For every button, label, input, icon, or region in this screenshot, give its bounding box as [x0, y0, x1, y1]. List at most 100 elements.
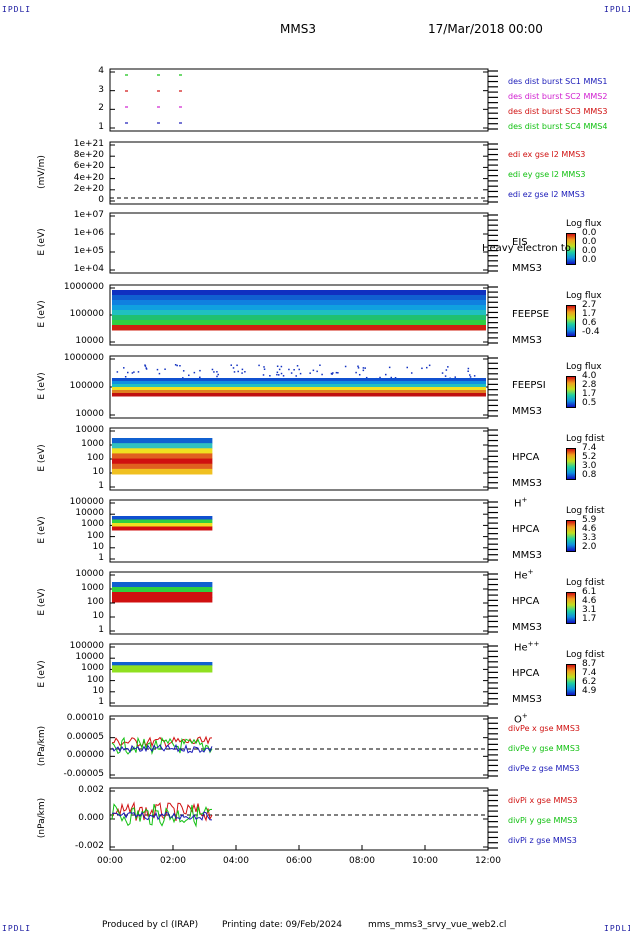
feepsi-dot-133: [232, 367, 235, 369]
corner-label-tl: IPDLI: [2, 5, 32, 14]
xtick-4: 08:00: [349, 856, 375, 866]
species-hpca-h: H+: [514, 496, 528, 510]
feepse-band-4: [112, 310, 486, 316]
ytick-edi-5: 0: [98, 195, 104, 205]
ytick-divpe-1: 0.00005: [66, 731, 104, 742]
hpca-h-band-4: [112, 458, 213, 465]
feepsi-dot-61: [217, 373, 219, 376]
feepsi-dot-66: [344, 365, 347, 368]
feepsi-dot-31: [276, 373, 278, 376]
colorbar-feepse: [566, 305, 576, 337]
feepsi-dot-94: [299, 372, 302, 375]
inst-label-feepsi-0: FEEPSI: [512, 380, 546, 391]
cb-val-feepsi-0: 4.0: [582, 371, 597, 381]
feepsi-dot-108: [421, 367, 423, 370]
inst-label-hpca-h-0: HPCA: [512, 452, 540, 463]
feepsi-dot-28: [131, 372, 134, 374]
ytick-feepse-0: 1000000: [63, 282, 104, 292]
species-hpca-he: He+: [514, 568, 534, 582]
inst-label-eis-1: MMS3: [512, 263, 542, 274]
feepsi-dot-134: [454, 376, 456, 378]
feepsi-dot-23: [288, 368, 290, 371]
divpi-y-trace: [111, 803, 213, 828]
hpca-h-band-2: [112, 448, 213, 454]
feepsi-dot-132: [216, 371, 218, 373]
feepsi-dot-40: [319, 364, 321, 366]
ytick-burst-3: 1: [98, 122, 104, 132]
divpe-z-trace: [111, 743, 213, 754]
ytick-burst-0: 4: [98, 66, 104, 76]
ytick-edi-3: 4e+20: [73, 172, 104, 183]
feepsi-dot-116: [282, 375, 285, 377]
panel-frame-hpca-o: [109, 643, 489, 707]
inst-label-hpca-o-0: HPCA: [512, 668, 540, 679]
cb-val-hpca-o-0: 8.7: [582, 659, 597, 669]
feepsi-dot-128: [410, 372, 413, 374]
feepsi-dot-14: [269, 375, 271, 377]
feepsi-dot-96: [133, 371, 135, 373]
feepsi-dot-29: [365, 376, 368, 379]
feepsi-dot-103: [127, 371, 129, 374]
feepsi-dot-138: [469, 376, 472, 378]
cb-val-hpca-hepp-3: 1.7: [582, 614, 597, 624]
feepsi-dot-51: [445, 369, 448, 371]
feepsi-dot-9: [321, 373, 323, 376]
cb-title-hpca-hepp: Log fdist: [566, 578, 605, 588]
hpca-he-band-0: [112, 516, 213, 520]
ytick-burst-1: 3: [98, 84, 104, 95]
ytick-feepsi-0: 1000000: [63, 353, 104, 363]
ytick-hpca-h-3: 10: [92, 467, 104, 477]
cb-val-hpca-he-0: 5.9: [582, 515, 597, 525]
ytick-hpca-o-3: 100: [86, 674, 104, 685]
footer-printing-date: Printing date: 09/Feb/2024: [222, 920, 343, 930]
cb-title-feepsi: Log flux: [566, 362, 602, 372]
ytick-feepsi-2: 10000: [75, 409, 104, 419]
ytick-hpca-hepp-2: 100: [86, 597, 104, 607]
feepsi-dot-85: [441, 372, 444, 374]
feepsi-dot-15: [362, 369, 365, 372]
ytick-hpca-h-0: 10000: [75, 425, 104, 435]
legend-edi-0: edi ex gse l2 MMS3: [508, 150, 586, 159]
cb-val-hpca-o-2: 6.2: [582, 677, 597, 687]
corner-label-bl: IPDLI: [2, 924, 32, 933]
feepsi-dot-109: [241, 372, 243, 374]
hpca-h-band-0: [112, 438, 213, 444]
colorbar-hpca-h: [566, 448, 576, 480]
feepsi-dot-42: [193, 371, 196, 374]
cb-title-hpca-o: Log fdist: [566, 650, 605, 660]
corner-label-tr: IPDLI: [604, 5, 630, 14]
inst-label-hpca-he-0: HPCA: [512, 524, 540, 535]
feepsi-dot-65: [174, 364, 177, 366]
feepsi-dot-30: [467, 370, 469, 372]
xtick-3: 06:00: [286, 856, 312, 866]
feepsi-dot-114: [236, 364, 238, 367]
feepsi-dot-139: [237, 370, 239, 373]
feepsi-dot-1: [156, 368, 159, 371]
feepsi-dot-122: [312, 369, 315, 372]
feepse-band-3: [112, 305, 486, 311]
feepsi-dot-90: [276, 365, 279, 368]
ytick-hpca-he-3: 100: [86, 530, 104, 541]
cb-val-hpca-he-3: 2.0: [582, 542, 597, 552]
ytick-edi-4: 2e+20: [73, 183, 104, 194]
hpca-h-band-6: [112, 468, 213, 475]
feepsi-dot-27: [280, 365, 283, 368]
feepsi-dot-56: [176, 364, 178, 367]
feepse-band-1: [112, 295, 486, 301]
feepsi-dot-121: [428, 364, 431, 367]
species-charge-hpca-h: +: [521, 496, 528, 504]
ytick-hpca-he-1: 10000: [75, 508, 104, 519]
feepsi-dot-10: [179, 365, 181, 367]
ytick-feepse-2: 10000: [75, 336, 104, 346]
feepsi-dot-60: [296, 365, 299, 367]
feepsi-dot-18: [316, 370, 318, 373]
ytick-hpca-h-2: 100: [86, 453, 104, 463]
cb-val-eis-1: 0.0: [582, 237, 597, 247]
feepsi-dot-35: [388, 366, 391, 369]
ytick-burst-2: 2: [98, 103, 104, 114]
legend-divpi-2: divPi z gse MMS3: [508, 836, 577, 845]
hpca-he-band-3: [112, 526, 213, 531]
cb-title-feepse: Log flux: [566, 291, 602, 301]
feepsi-dot-68: [290, 372, 293, 374]
